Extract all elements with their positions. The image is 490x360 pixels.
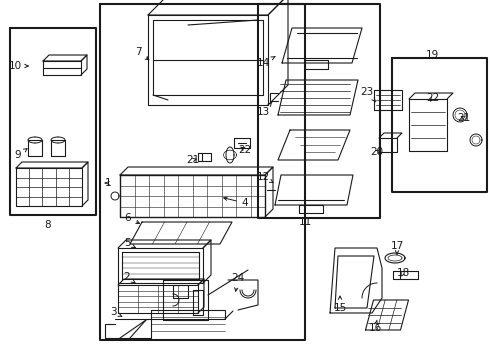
Text: 12: 12 [256, 172, 273, 183]
Text: 9: 9 [15, 149, 27, 160]
Text: 10: 10 [8, 61, 28, 71]
Text: 6: 6 [124, 213, 140, 224]
Text: 18: 18 [396, 268, 410, 278]
Text: 17: 17 [391, 241, 404, 254]
Text: 13: 13 [256, 102, 272, 117]
Text: 24: 24 [231, 273, 245, 291]
Text: 22: 22 [238, 145, 252, 155]
Text: 15: 15 [333, 296, 346, 313]
Text: 5: 5 [123, 238, 136, 248]
Text: 21: 21 [457, 113, 470, 123]
Text: 23: 23 [360, 87, 376, 102]
Text: 11: 11 [298, 217, 312, 227]
Text: 8: 8 [45, 220, 51, 230]
Text: 16: 16 [368, 320, 382, 333]
Text: 1: 1 [105, 178, 111, 188]
Text: 21: 21 [186, 155, 199, 165]
Text: 20: 20 [370, 147, 384, 157]
Text: 4: 4 [224, 197, 248, 208]
Text: 7: 7 [135, 47, 149, 60]
Text: 19: 19 [425, 50, 439, 60]
Text: 3: 3 [110, 307, 122, 317]
Text: 22: 22 [426, 93, 440, 103]
Text: 2: 2 [123, 272, 135, 283]
Text: 14: 14 [256, 57, 275, 68]
